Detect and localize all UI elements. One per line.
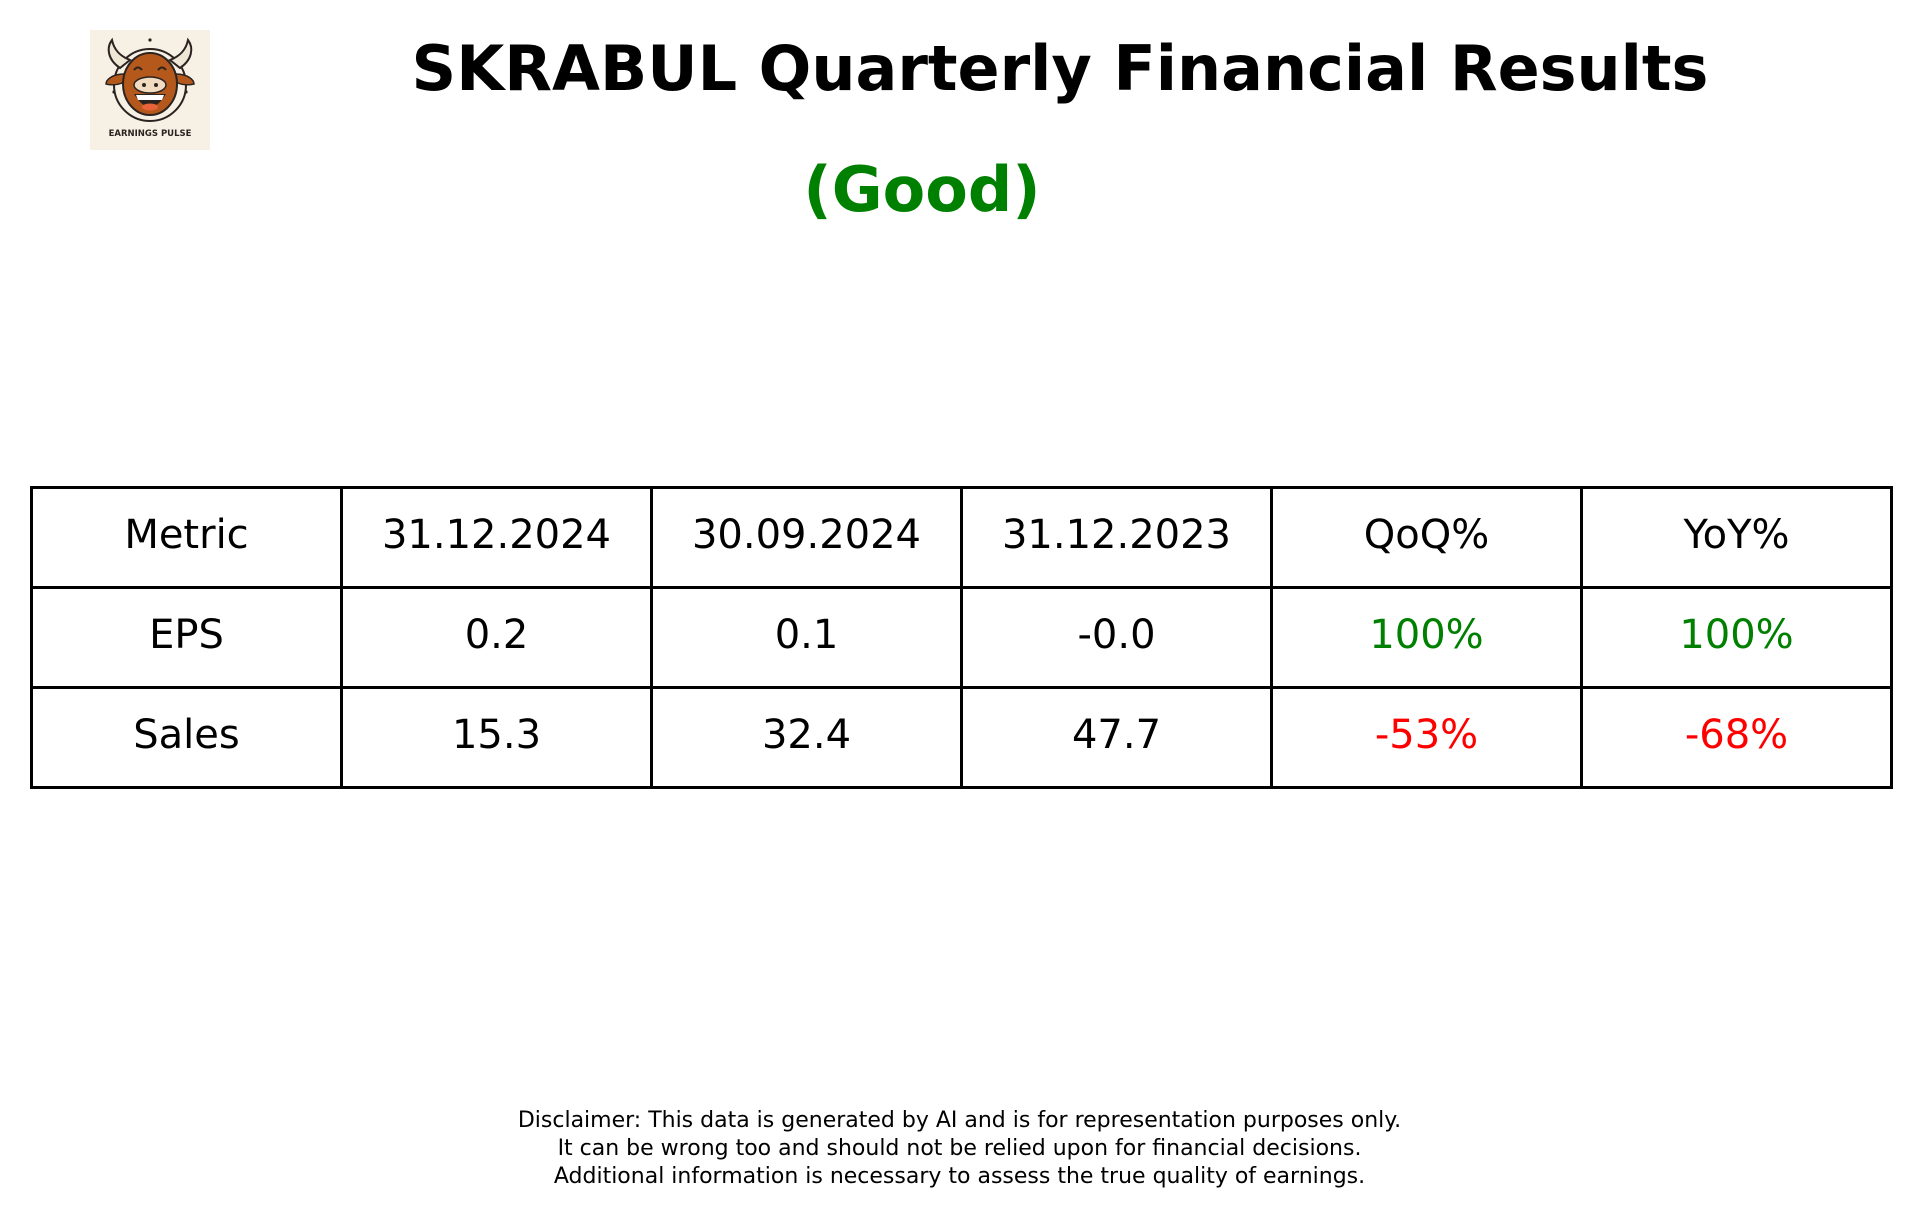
cell-year-ago-quarter: 47.7	[960, 686, 1273, 789]
disclaimer-line: Disclaimer: This data is generated by AI…	[517, 1108, 1402, 1133]
cell-year-ago-quarter: -0.0	[960, 586, 1273, 689]
cell-current-quarter: 15.3	[340, 686, 653, 789]
svg-text:EARNINGS PULSE: EARNINGS PULSE	[109, 129, 192, 139]
cell-qoq: 100%	[1270, 586, 1583, 689]
cell-current-quarter: 0.2	[340, 586, 653, 689]
rating-badge: (Good)	[803, 153, 1041, 226]
cell-previous-quarter: 32.4	[650, 686, 963, 789]
table-header-row: Metric 31.12.2024 30.09.2024 31.12.2023 …	[30, 486, 1893, 589]
page-title: SKRABUL Quarterly Financial Results	[411, 32, 1709, 105]
disclaimer-line: Additional information is necessary to a…	[553, 1164, 1366, 1189]
cell-previous-quarter: 0.1	[650, 586, 963, 689]
column-header-current-quarter: 31.12.2024	[340, 486, 653, 589]
disclaimer-line: It can be wrong too and should not be re…	[557, 1136, 1362, 1161]
table-row-sales: Sales 15.3 32.4 47.7 -53% -68%	[30, 686, 1893, 789]
column-header-qoq: QoQ%	[1270, 486, 1583, 589]
column-header-year-ago-quarter: 31.12.2023	[960, 486, 1273, 589]
column-header-yoy: YoY%	[1580, 486, 1893, 589]
cell-metric: Sales	[30, 686, 343, 789]
cell-yoy: 100%	[1580, 586, 1893, 689]
column-header-previous-quarter: 30.09.2024	[650, 486, 963, 589]
cell-metric: EPS	[30, 586, 343, 689]
bull-mascot-icon: EARNINGS PULSE	[90, 30, 210, 150]
earnings-pulse-logo: EARNINGS PULSE	[90, 30, 210, 150]
disclaimer: Disclaimer: This data is generated by AI…	[0, 1107, 1919, 1191]
results-table: Metric 31.12.2024 30.09.2024 31.12.2023 …	[30, 486, 1893, 789]
cell-qoq: -53%	[1270, 686, 1583, 789]
column-header-metric: Metric	[30, 486, 343, 589]
cell-yoy: -68%	[1580, 686, 1893, 789]
table-row-eps: EPS 0.2 0.1 -0.0 100% 100%	[30, 586, 1893, 689]
